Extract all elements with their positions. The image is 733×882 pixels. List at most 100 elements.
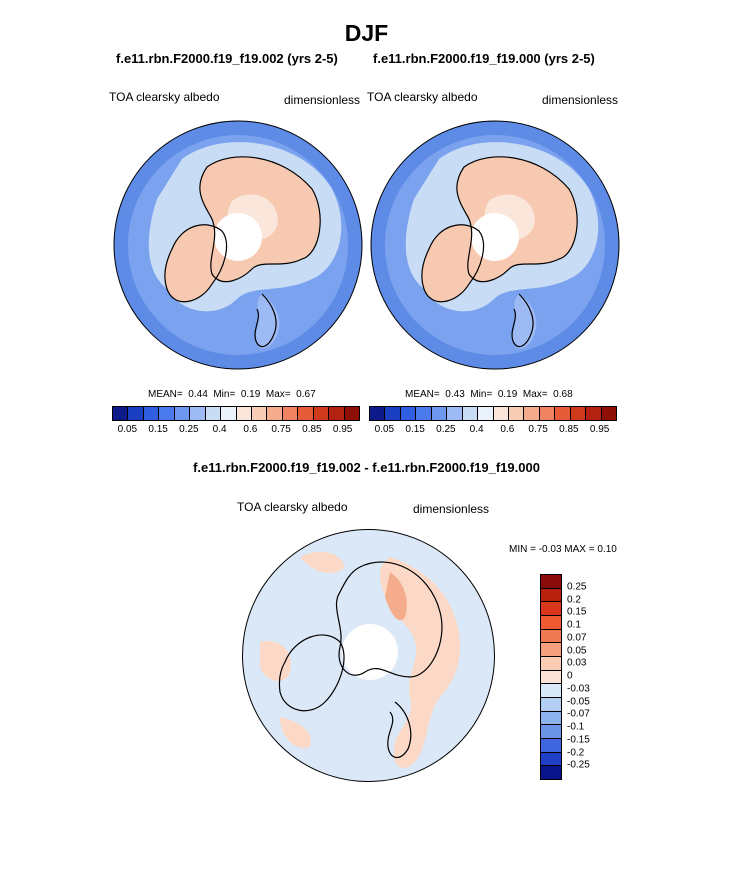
colorbar-tick-label: 0.03 (567, 657, 587, 669)
colorbar-swatch (385, 407, 401, 420)
europe-coastline (387, 701, 412, 758)
colorbar-swatch (541, 588, 561, 603)
colorbar-tick-label: 0.4 (469, 424, 484, 435)
colorbar-tick-label: 0 (567, 670, 573, 682)
colorbar-swatch (370, 407, 386, 420)
north-america-coastline (421, 224, 484, 303)
colorbar-swatch (344, 407, 359, 420)
north-america-coastline (164, 224, 227, 303)
colorbar-swatch (539, 407, 556, 420)
colorbar-tick-label: 0.15 (148, 424, 168, 435)
colorbar-swatch (541, 739, 561, 753)
colorbar-tick-label: 0.6 (243, 424, 258, 435)
colorbar-swatch (524, 407, 540, 420)
north-america-land (164, 224, 227, 302)
colorbar-tick-label: 0.05 (374, 424, 395, 435)
colorbar-swatch (570, 407, 587, 420)
colorbar-tick-label: 0.25 (436, 424, 456, 435)
polar-gap (471, 213, 519, 261)
colorbar-tick-label: 0.95 (332, 424, 353, 435)
map-border (242, 529, 495, 782)
colorbar-swatch (113, 407, 129, 420)
panel-1-units-label: dimensionless (284, 93, 361, 107)
colorbar-swatch (541, 725, 561, 740)
colorbar-swatch (555, 407, 571, 420)
map-border (113, 120, 363, 370)
colorbar-swatch (508, 407, 525, 420)
panel-2-case-title: f.e11.rbn.F2000.f19_f19.000 (yrs 2-5) (373, 51, 595, 66)
colorbar-swatch (541, 629, 561, 644)
colorbar-swatch (541, 766, 561, 780)
colorbar-tick-label: 0.1 (567, 619, 581, 631)
colorbar-swatch (431, 407, 448, 420)
diff-variable-label: TOA clearsky albedo (237, 500, 348, 514)
colorbar-tick-label: 0.25 (179, 424, 199, 435)
colorbar-tick-label: 0.4 (212, 424, 227, 435)
colorbar-tick-label: 0.75 (271, 424, 291, 435)
eurasia-coastline (199, 156, 321, 283)
panel-2-units-label: dimensionless (542, 93, 619, 107)
colorbar-swatch (236, 407, 252, 420)
colorbar-tick-label: 0.15 (405, 424, 425, 435)
colorbar-swatch (493, 407, 509, 420)
colorbar-swatch (541, 575, 561, 589)
colorbar-tick-label: -0.15 (567, 734, 590, 746)
colorbar-swatch (143, 407, 160, 420)
colorbar-swatch (541, 602, 561, 617)
positive-anomaly-peak (385, 572, 407, 621)
colorbar-tick-label: 0.6 (500, 424, 515, 435)
colorbar-tick-label: -0.03 (567, 683, 590, 695)
panel-1-variable-label: TOA clearsky albedo (109, 90, 220, 104)
eurasia-coastline (456, 156, 578, 283)
colorbar-swatch (541, 643, 561, 658)
north-america-coastline (278, 634, 345, 712)
colorbar-tick-label: 0.07 (567, 632, 587, 644)
colorbar-swatch (541, 752, 561, 767)
positive-anomaly-west (260, 641, 291, 682)
colorbar-swatch (541, 616, 561, 630)
colorbar-swatch (329, 407, 345, 420)
colorbar-tick-label: 0.85 (302, 424, 322, 435)
colorbar-swatch (416, 407, 432, 420)
colorbar-swatch (159, 407, 175, 420)
diff-minmax: MIN = -0.03 MAX = 0.10 (509, 544, 617, 555)
colorbar-tick-label: 0.05 (117, 424, 138, 435)
panel-2-stats: MEAN= 0.43 Min= 0.19 Max= 0.68 (405, 389, 573, 400)
colorbar-tick-label: 0.2 (567, 594, 581, 605)
colorbar-swatch (447, 407, 463, 420)
diff-polar-map (242, 529, 495, 782)
colorbar-swatch (400, 407, 417, 420)
north-america-land (421, 224, 484, 302)
colorbar-tick-label: -0.07 (567, 708, 590, 720)
colorbar-swatch (221, 407, 237, 420)
panel-1-colorbar (112, 406, 360, 421)
colorbar-tick-label: 0.15 (567, 606, 587, 618)
panel-2-polar-map (370, 120, 620, 370)
colorbar-swatch (462, 407, 479, 420)
colorbar-tick-label: -0.1 (567, 721, 585, 733)
colorbar-tick-label: 0.85 (559, 424, 579, 435)
panel-1-case-title: f.e11.rbn.F2000.f19_f19.002 (yrs 2-5) (116, 51, 338, 66)
colorbar-tick-label: -0.05 (567, 696, 590, 707)
colorbar-swatch (298, 407, 314, 420)
colorbar-tick-label: 0.25 (567, 581, 587, 593)
europe-coastline (254, 293, 277, 348)
panel-2-variable-label: TOA clearsky albedo (367, 90, 478, 104)
colorbar-swatch (541, 670, 561, 685)
colorbar-swatch (267, 407, 283, 420)
panel-2-colorbar (369, 406, 617, 421)
colorbar-swatch (541, 711, 561, 726)
panel-1-stats: MEAN= 0.44 Min= 0.19 Max= 0.67 (148, 389, 316, 400)
colorbar-swatch (128, 407, 144, 420)
polar-gap (214, 213, 262, 261)
colorbar-swatch (174, 407, 191, 420)
colorbar-swatch (282, 407, 299, 420)
colorbar-swatch (601, 407, 616, 420)
colorbar-tick-label: 0.05 (567, 645, 587, 656)
polar-gap (342, 624, 398, 680)
colorbar-swatch (313, 407, 330, 420)
colorbar-swatch (541, 684, 561, 699)
map-border (370, 120, 620, 370)
diff-colorbar (540, 574, 562, 780)
colorbar-tick-label: 0.75 (528, 424, 548, 435)
